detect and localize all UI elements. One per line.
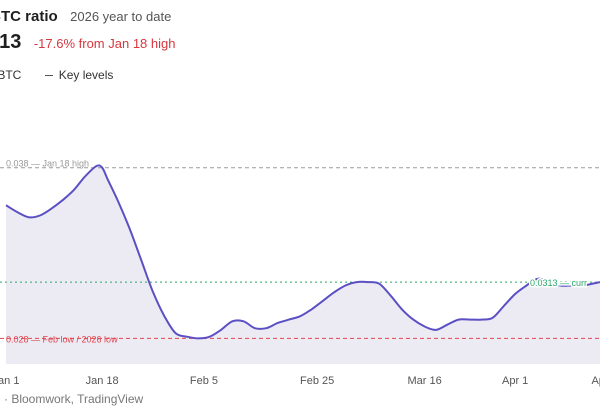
chart-title: /BTC ratio <box>0 8 58 25</box>
series-line <box>5 164 600 340</box>
legend-key-levels-label: Key levels <box>58 68 114 82</box>
chart-subtitle: 2026 year to date <box>70 9 172 24</box>
x-tick-label-3: Feb 25 <box>300 375 334 387</box>
change-text: -17.6% from Jan 18 high <box>33 36 176 51</box>
source-footer: · Bloomwork, TradingView <box>4 392 144 406</box>
legend-key-levels-swatch <box>44 75 53 77</box>
chart-title-row: /BTC ratio 2026 year to date <box>0 8 171 26</box>
current-value-row: 313 -17.6% from Jan 18 high <box>0 31 175 54</box>
legend-item-key-levels: Key levels <box>44 68 114 82</box>
x-tick-label-6: Apr <box>591 375 600 387</box>
x-tick-label-0: Jan 1 <box>0 375 19 387</box>
key-level-label-1: 0.028 — Feb low / 2026 low <box>6 334 118 344</box>
x-tick-label-2: Feb 5 <box>190 375 218 387</box>
x-tick-label-1: Jan 18 <box>86 375 119 387</box>
series-area <box>6 165 600 364</box>
x-tick-label-4: Mar 16 <box>408 375 442 387</box>
legend-series-label: /BTC <box>0 68 22 82</box>
key-level-label-0: 0.038 — Jan 18 high <box>6 159 89 169</box>
legend-item-series: /BTC <box>0 68 21 82</box>
key-level-label-2: 0.0313 — curr <box>530 278 587 288</box>
x-tick-label-5: Apr 1 <box>502 375 528 387</box>
current-value: 313 <box>0 31 22 53</box>
chart-legend: /BTC Key levels <box>0 68 133 82</box>
